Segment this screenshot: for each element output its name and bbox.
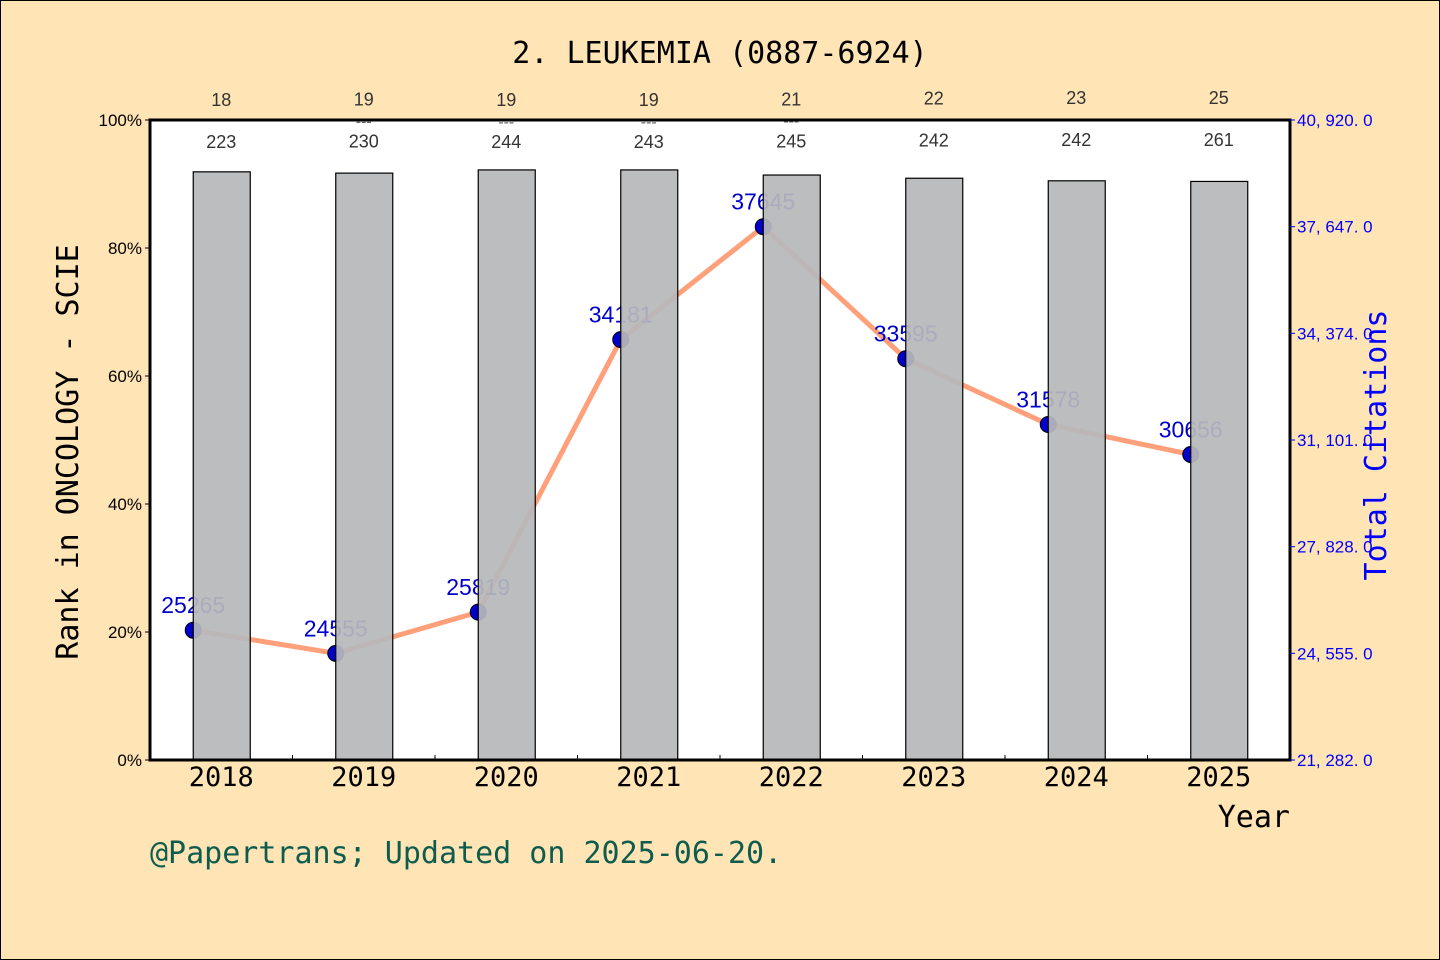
left-tick-label: 60%: [108, 367, 142, 386]
right-tick-label: 34, 374. 0: [1297, 324, 1373, 343]
footer-credit: @Papertrans; Updated on 2025-06-20.: [150, 836, 783, 871]
rank-numerator: 25: [1209, 88, 1229, 108]
right-tick-label: 37, 647. 0: [1297, 218, 1373, 237]
rank-denominator: 242: [919, 131, 949, 151]
rank-numerator: 19: [639, 90, 659, 110]
rank-denominator: 243: [634, 132, 664, 152]
rank-bar: [335, 172, 394, 761]
left-tick-label: 20%: [108, 623, 142, 642]
rank-denominator: 230: [349, 132, 379, 152]
rank-numerator: 19: [496, 90, 516, 110]
chart-title: 2. LEUKEMIA (0887-6924): [512, 36, 928, 71]
rank-bar: [192, 171, 251, 761]
rank-bar: [1190, 180, 1249, 761]
x-tick-label: 2022: [759, 762, 824, 793]
rank-bar: [1047, 180, 1106, 761]
rank-denominator: 261: [1204, 130, 1234, 150]
rank-bar: [762, 174, 821, 761]
right-tick-label: 24, 555. 0: [1297, 644, 1373, 663]
y-axis-label: Rank in ONCOLOGY - SCIE: [51, 244, 86, 659]
rank-numerator: 21: [781, 89, 801, 109]
rank-numerator: 23: [1066, 88, 1086, 108]
left-tick-label: 0%: [117, 751, 142, 770]
x-tick-label: 2024: [1044, 762, 1109, 793]
fraction-bar: ---: [641, 114, 657, 131]
fraction-bar: ---: [783, 113, 799, 130]
left-tick-label: 40%: [108, 495, 142, 514]
rank-numerator: 22: [924, 89, 944, 109]
rank-denominator: 223: [206, 132, 236, 152]
rank-numerator: 18: [211, 90, 231, 110]
rank-denominator: 245: [776, 131, 806, 151]
x-tick-label: 2021: [616, 762, 681, 793]
x-tick-label: 2023: [901, 762, 966, 793]
right-tick-label: 31, 101. 0: [1297, 431, 1373, 450]
x-tick-label: 2025: [1186, 762, 1251, 793]
rank-numerator: 19: [354, 90, 374, 110]
rank-bar: [477, 169, 536, 761]
right-tick-label: 40, 920. 0: [1297, 111, 1373, 130]
left-tick-label: 100%: [99, 111, 142, 130]
x-tick-label: 2020: [474, 762, 539, 793]
rank-denominator: 244: [491, 132, 521, 152]
right-tick-label: 21, 282. 0: [1297, 751, 1373, 770]
x-tick-label: 2018: [189, 762, 254, 793]
rank-denominator: 242: [1061, 130, 1091, 150]
x-axis-label: Year: [1218, 800, 1290, 835]
x-tick-label: 2019: [331, 762, 396, 793]
left-tick-label: 80%: [108, 239, 142, 258]
y2-axis-label: Total Citations: [1359, 310, 1394, 581]
rank-bar: [620, 169, 679, 761]
fraction-bar: ---: [498, 114, 514, 131]
rank-bar: [905, 177, 964, 761]
right-tick-label: 27, 828. 0: [1297, 538, 1373, 557]
fraction-bar: ---: [356, 114, 372, 131]
